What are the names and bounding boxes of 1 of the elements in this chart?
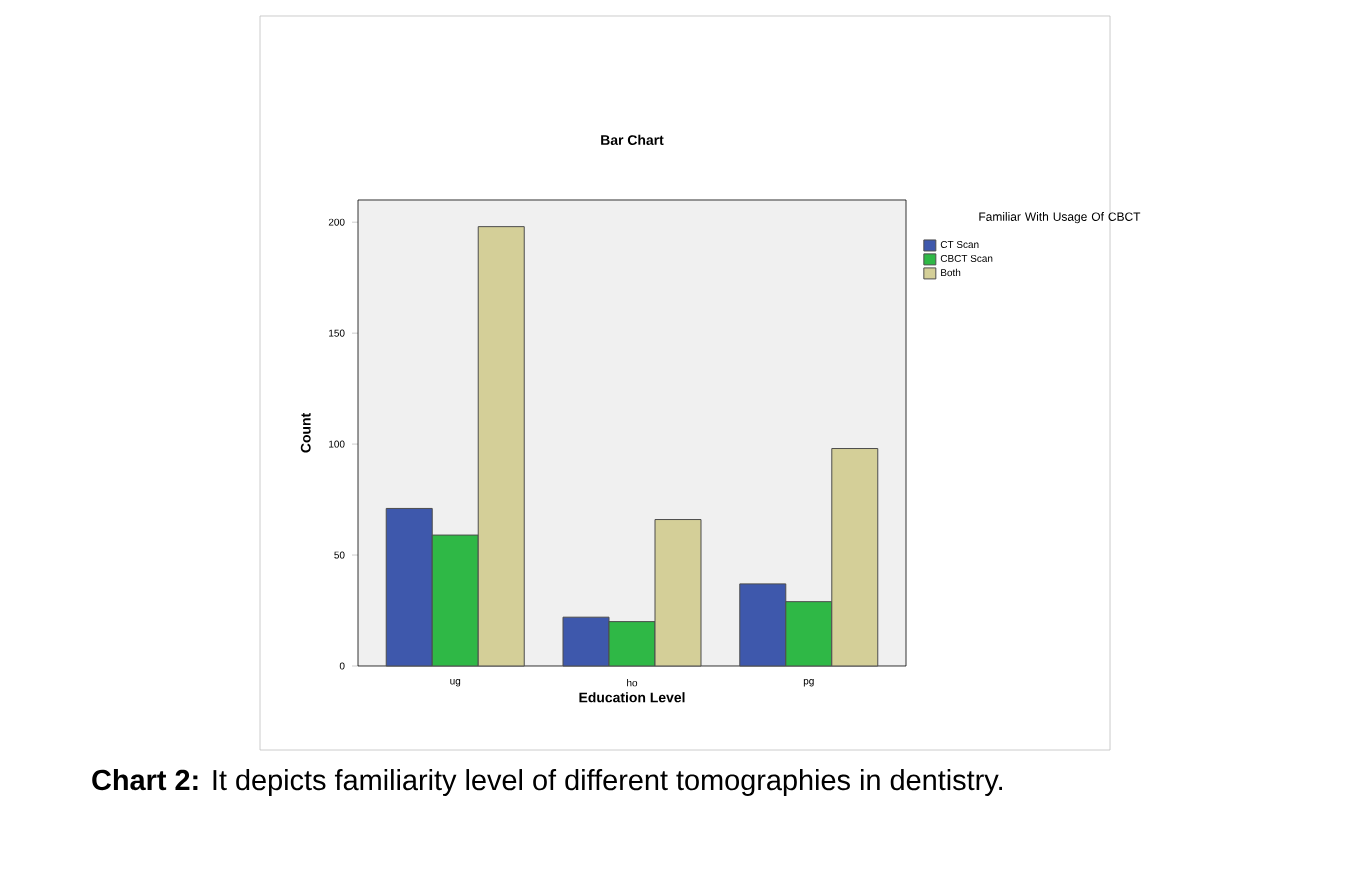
text: Chart 2: It depicts familiarity level of different tomographies in dentistry.: [92, 769, 1003, 796]
